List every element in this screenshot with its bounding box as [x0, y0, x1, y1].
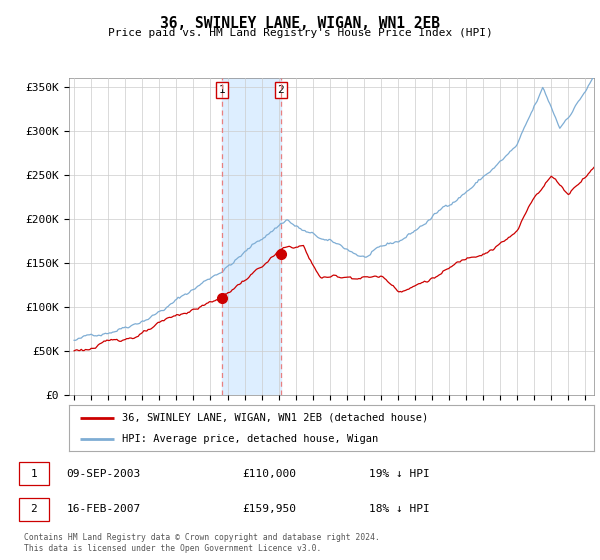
FancyBboxPatch shape — [19, 498, 49, 521]
Text: 2: 2 — [31, 505, 37, 514]
Text: 19% ↓ HPI: 19% ↓ HPI — [369, 469, 430, 479]
Text: 36, SWINLEY LANE, WIGAN, WN1 2EB: 36, SWINLEY LANE, WIGAN, WN1 2EB — [160, 16, 440, 31]
Text: 18% ↓ HPI: 18% ↓ HPI — [369, 505, 430, 514]
Text: 1: 1 — [219, 85, 226, 95]
Text: 36, SWINLEY LANE, WIGAN, WN1 2EB (detached house): 36, SWINLEY LANE, WIGAN, WN1 2EB (detach… — [121, 413, 428, 423]
Text: £159,950: £159,950 — [242, 505, 296, 514]
Text: 09-SEP-2003: 09-SEP-2003 — [67, 469, 141, 479]
Text: 2: 2 — [277, 85, 284, 95]
Bar — [222, 78, 281, 395]
Text: HPI: Average price, detached house, Wigan: HPI: Average price, detached house, Wiga… — [121, 435, 378, 444]
Text: Price paid vs. HM Land Registry's House Price Index (HPI): Price paid vs. HM Land Registry's House … — [107, 28, 493, 38]
Text: £110,000: £110,000 — [242, 469, 296, 479]
Text: 1: 1 — [31, 469, 37, 479]
Text: 16-FEB-2007: 16-FEB-2007 — [67, 505, 141, 514]
FancyBboxPatch shape — [19, 462, 49, 485]
Text: Contains HM Land Registry data © Crown copyright and database right 2024.
This d: Contains HM Land Registry data © Crown c… — [24, 533, 380, 553]
